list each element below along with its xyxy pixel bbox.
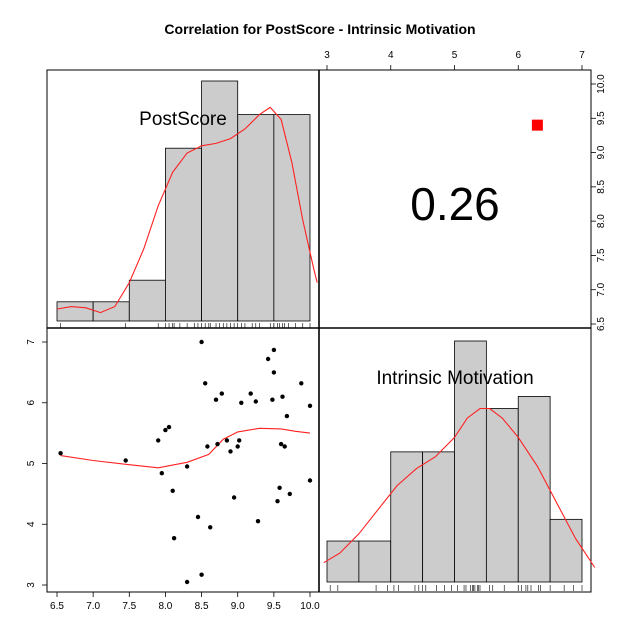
scatter-point <box>184 464 190 469</box>
intrinsic-hist-bar <box>358 540 392 583</box>
scatter-point <box>280 394 285 399</box>
scatter-point <box>284 413 290 419</box>
y-axis-intrinsic-tick-label: 4 <box>26 521 37 527</box>
x-axis-intrinsic-tick-label: 6 <box>515 50 521 61</box>
scatter-point <box>255 519 261 524</box>
postscore-hist-bar <box>237 114 275 322</box>
scatter-point <box>203 381 208 386</box>
scatter-smooth-line <box>60 427 311 469</box>
x-axis-intrinsic-tick-label: 5 <box>452 50 458 61</box>
postscore-hist-bar <box>165 147 202 322</box>
y-axis-postscore-tick-label: 10.0 <box>596 74 607 94</box>
scatter-point <box>248 391 253 396</box>
x-axis-postscore-tick-label: 9.0 <box>231 601 245 612</box>
scatter-point <box>208 525 213 530</box>
postscore-hist-bar <box>92 301 130 322</box>
x-axis-intrinsic-tick-label: 4 <box>388 50 394 61</box>
scatter-point <box>235 444 240 449</box>
intrinsic-hist-bar <box>517 396 551 583</box>
intrinsic-density-curve <box>323 407 596 568</box>
scatter-point <box>195 514 201 520</box>
rug-marks <box>60 323 583 591</box>
y-axis-postscore-tick-label: 8.0 <box>596 214 607 228</box>
scatter-point <box>205 444 210 449</box>
x-axis-postscore-tick-label: 9.5 <box>267 601 281 612</box>
y-axis-intrinsic-tick-label: 6 <box>26 400 37 406</box>
scatter-point <box>166 424 172 430</box>
scatter-point <box>171 536 177 541</box>
scatter-point <box>237 438 242 443</box>
axes: 6.5 7.0 7.5 8.0 8.5 9.0 9.5 10.0 3 4 5 6 7 3 4 5 6 7 6.5 7.… <box>26 50 607 612</box>
correlation-value: 0.26 <box>410 178 500 230</box>
scatter-point <box>275 499 280 504</box>
scatter-point <box>123 458 128 463</box>
scatter-point <box>299 381 304 386</box>
scatter-point <box>287 491 292 497</box>
postscore-hist-bar <box>56 301 94 322</box>
y-axis-intrinsic-tick-label: 5 <box>26 460 37 466</box>
scatter-point <box>278 441 284 447</box>
scatter-point <box>270 397 275 402</box>
scatter-point <box>58 451 63 456</box>
scatter-point <box>307 403 313 408</box>
intrinsic-hist-bar <box>549 518 583 583</box>
scatter-point <box>231 495 237 500</box>
histogram-bars <box>56 80 583 583</box>
variable-label-intrinsic: Intrinsic Motivation <box>376 368 533 389</box>
y-axis-postscore-tick-label: 7.0 <box>596 282 607 296</box>
scatter-point <box>199 339 204 345</box>
scatter-point <box>213 397 219 402</box>
scatter-point <box>265 356 271 362</box>
scatter-point <box>156 438 161 443</box>
intrinsic-hist-bar <box>454 340 487 583</box>
scatter-point <box>307 478 313 483</box>
intrinsic-hist-bar <box>485 408 519 583</box>
x-axis-intrinsic-tick-label: 3 <box>324 50 330 61</box>
scatter-point <box>228 449 233 454</box>
intrinsic-hist-bar <box>422 451 455 583</box>
chart-title: Correlation for PostScore - Intrinsic Mo… <box>164 21 475 37</box>
scatter-point <box>170 488 175 493</box>
significance-marker <box>531 119 543 131</box>
scatter-point <box>271 347 277 353</box>
x-axis-postscore-tick-label: 7.5 <box>122 601 136 612</box>
y-axis-intrinsic-tick-label: 3 <box>26 582 37 588</box>
intrinsic-hist-bar <box>326 540 360 583</box>
postscore-hist-bar <box>273 114 311 322</box>
postscore-hist-bar <box>201 80 239 322</box>
scatter-point <box>277 485 282 490</box>
scatter-point <box>253 399 258 404</box>
x-axis-postscore-tick-label: 8.5 <box>195 601 209 612</box>
x-axis-intrinsic-tick-label: 7 <box>579 50 585 61</box>
x-axis-postscore-tick-label: 10.0 <box>300 601 320 612</box>
y-axis-postscore-tick-label: 9.5 <box>596 111 607 125</box>
scatter-point <box>271 370 277 375</box>
y-axis-intrinsic-tick-label: 7 <box>26 339 37 345</box>
scatter-point <box>215 441 220 447</box>
scatter-point <box>224 438 230 443</box>
scatter-point <box>239 400 244 405</box>
intrinsic-hist-bar <box>390 451 424 583</box>
scatter-point <box>219 391 224 396</box>
scatter-point <box>159 471 164 476</box>
y-axis-postscore-tick-label: 9.0 <box>596 145 607 159</box>
density-curves <box>56 106 596 568</box>
scatter-point <box>282 444 287 449</box>
scatter-point <box>199 572 204 577</box>
y-axis-postscore-tick-label: 6.5 <box>596 317 607 331</box>
scatter-points <box>58 119 543 585</box>
x-axis-postscore-tick-label: 6.5 <box>50 601 64 612</box>
y-axis-postscore-tick-label: 7.5 <box>596 248 607 262</box>
postscore-hist-bar <box>128 279 166 322</box>
postscore-density-curve <box>56 106 318 314</box>
x-axis-postscore-tick-label: 8.0 <box>158 601 172 612</box>
scatter-point <box>163 427 168 433</box>
y-axis-postscore-tick-label: 8.5 <box>596 179 607 193</box>
scatter-point <box>184 579 190 585</box>
variable-label-postscore: PostScore <box>139 109 227 130</box>
x-axis-postscore-tick-label: 7.0 <box>86 601 100 612</box>
